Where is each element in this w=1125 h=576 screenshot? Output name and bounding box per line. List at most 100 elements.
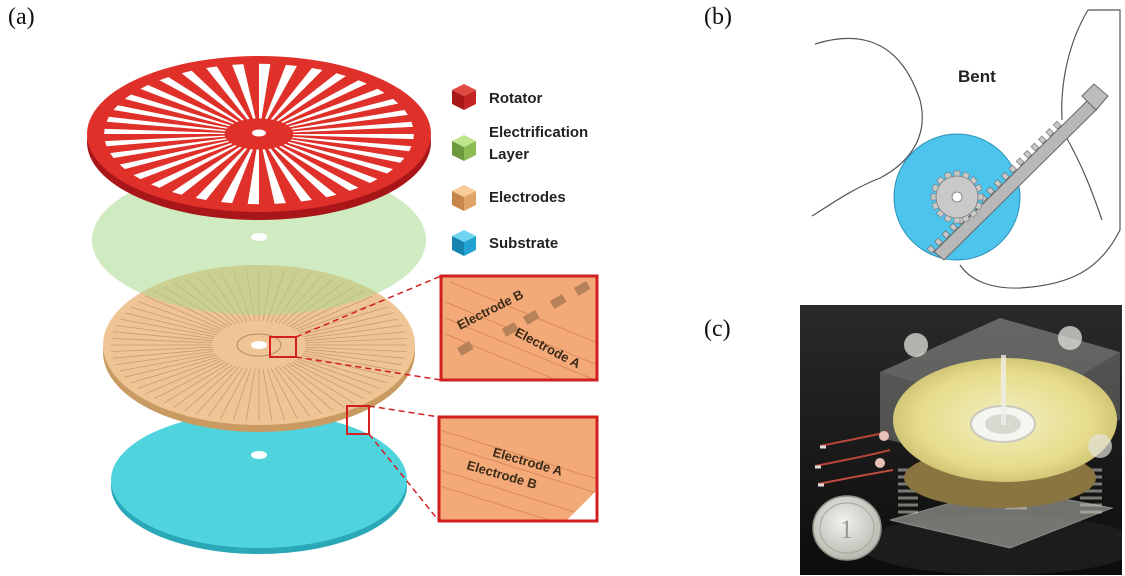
rotator-slot <box>288 98 399 128</box>
coin <box>812 495 882 561</box>
rotator-slot <box>287 141 394 174</box>
electrode-line <box>274 367 311 417</box>
rack-tooth <box>1045 128 1055 137</box>
electrode-line <box>119 352 216 372</box>
electrode-line <box>113 348 213 359</box>
electrode-line <box>288 363 355 404</box>
rotator-slot <box>292 121 414 133</box>
electrode-line <box>173 364 233 408</box>
rotator-slot <box>110 138 227 159</box>
rack-tooth <box>926 244 936 254</box>
electrode-line <box>220 367 248 419</box>
electrode-line <box>111 346 213 353</box>
electrode-line <box>304 324 403 340</box>
panel-label-b: (b) <box>704 4 732 30</box>
rack-tooth <box>1030 142 1040 152</box>
rotator-slot <box>268 148 312 202</box>
electrode-line <box>137 358 221 389</box>
exploded-view: Electrode B Electrode A Electrode A Elec… <box>87 56 599 554</box>
electrode-line <box>297 301 381 332</box>
electrode-line <box>305 331 405 342</box>
electrode-line <box>304 350 403 366</box>
rotator-slot <box>151 145 237 188</box>
electrode-line <box>305 348 405 359</box>
electrode-line <box>184 365 236 412</box>
electrode-line <box>302 352 399 372</box>
device-photo: 1 <box>800 305 1122 575</box>
electrode-line <box>137 301 221 332</box>
legend-substrate: Substrate <box>452 230 558 256</box>
rotator-slot <box>293 134 414 140</box>
electrode-line <box>301 354 394 378</box>
rotator-slot <box>247 149 259 205</box>
electrode-line <box>262 368 273 421</box>
rotator-slot <box>140 85 235 124</box>
electrode-line <box>130 356 219 384</box>
rack-tooth <box>1008 164 1018 174</box>
rotator-slot <box>119 140 230 170</box>
rotator-slot <box>104 135 226 147</box>
rack-tooth <box>1015 157 1025 166</box>
rotator-slot <box>221 149 254 204</box>
electrode-line <box>163 363 230 404</box>
bent-label: Bent <box>958 67 996 86</box>
rotator-slot <box>276 73 347 122</box>
legend-electrodes: Electrodes <box>452 185 566 211</box>
electrode-line <box>302 318 399 338</box>
pinion-gear <box>930 170 984 224</box>
electrode-line <box>291 361 364 400</box>
electrode-line <box>294 295 373 330</box>
inset-top: Electrode B Electrode A <box>439 274 599 382</box>
electrode-line <box>297 358 381 389</box>
electrode-line <box>124 312 217 336</box>
rotator-slot <box>273 147 337 198</box>
legend-rotator: Rotator <box>452 84 542 110</box>
electrode-line <box>119 318 216 338</box>
rack-tooth <box>1038 135 1047 145</box>
rotator-slot <box>206 66 250 120</box>
electrode-line <box>113 331 213 342</box>
rotator-slot <box>270 68 323 120</box>
electrode-line <box>305 337 407 344</box>
rotator-slot <box>113 105 228 129</box>
electrode-line <box>111 337 213 344</box>
legend: Rotator Electrification Layer Electrodes… <box>452 84 588 256</box>
rotator-slot <box>259 63 271 119</box>
rotator-slot <box>283 144 378 183</box>
legend-label-electrification-2: Layer <box>489 146 529 163</box>
svg-text:1: 1 <box>840 515 853 544</box>
legend-label-electrodes: Electrodes <box>489 189 566 206</box>
rotator-slot <box>133 143 233 180</box>
electrode-line <box>115 324 214 340</box>
rotator-slot <box>159 77 239 123</box>
rotator-slot <box>232 64 256 119</box>
electrode-line <box>154 361 227 400</box>
electrode-line <box>305 346 407 353</box>
electrode-line <box>299 306 388 334</box>
electrode-line <box>245 368 256 421</box>
legend-label-electrification-1: Electrification <box>489 124 588 141</box>
rotator-slot <box>181 70 245 121</box>
rotator-slot <box>290 139 405 163</box>
rotator-slot <box>171 146 242 195</box>
electrode-line <box>145 360 224 395</box>
electrode-line <box>266 368 286 420</box>
rotator-slot <box>195 148 248 200</box>
rotator-slot <box>291 109 408 130</box>
electrode-line <box>301 312 394 336</box>
rack-tooth <box>986 186 995 196</box>
rack-tooth <box>941 230 951 239</box>
rotator-slot <box>262 149 286 204</box>
inset-bottom: Electrode A Electrode B <box>437 415 599 523</box>
panel-label-a: (a) <box>8 4 35 30</box>
electrode-line <box>299 356 388 384</box>
rotator-slot <box>264 64 297 119</box>
electrode-line <box>124 354 217 378</box>
rack-tooth <box>993 179 1003 188</box>
rotator-slot <box>281 80 367 123</box>
electrode-line <box>270 367 298 419</box>
rotator-disk <box>87 56 431 220</box>
rack-tooth <box>934 237 943 247</box>
electrode-line <box>115 350 214 366</box>
